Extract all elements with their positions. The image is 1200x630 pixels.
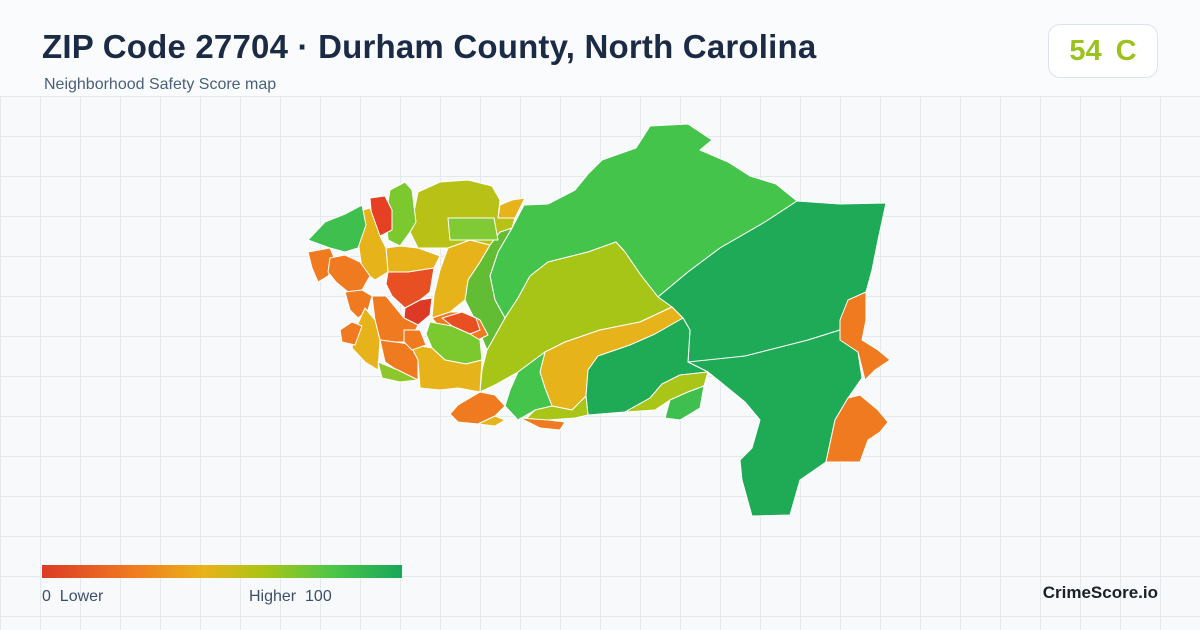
- map-region-west-18[interactable]: [379, 339, 419, 381]
- map-region-south-west-3[interactable]: [519, 417, 566, 431]
- legend-color-scale: [42, 565, 402, 578]
- map-region-west-19[interactable]: [377, 361, 419, 383]
- header-band: [0, 0, 1200, 96]
- map-region-south-green-small[interactable]: [664, 385, 705, 421]
- score-grade: C: [1115, 34, 1137, 67]
- legend-min-label: 0 Lower: [42, 588, 104, 605]
- map-region-west-17[interactable]: [339, 321, 363, 346]
- map-region-west-4[interactable]: [497, 197, 526, 219]
- map-region-east-edge-2[interactable]: [825, 394, 889, 463]
- page-title: ZIP Code 27704 · Durham County, North Ca…: [42, 28, 817, 65]
- map-region-south-west-2[interactable]: [524, 395, 589, 421]
- map-region-west-24[interactable]: [403, 329, 427, 351]
- map-region-west-9[interactable]: [307, 204, 367, 253]
- page-subtitle: Neighborhood Safety Score map: [44, 76, 277, 93]
- map-region-south-west-5[interactable]: [477, 415, 506, 427]
- map-region-west-23[interactable]: [409, 343, 483, 393]
- score-value: 54: [1069, 34, 1102, 67]
- map-region-west-3[interactable]: [447, 217, 499, 241]
- legend-max-label: Higher 100: [249, 588, 332, 605]
- map-region-east-edge-1[interactable]: [839, 291, 891, 381]
- score-badge: 54 C: [1048, 24, 1158, 78]
- brand-logo-text[interactable]: CrimeScore.io: [1042, 583, 1158, 602]
